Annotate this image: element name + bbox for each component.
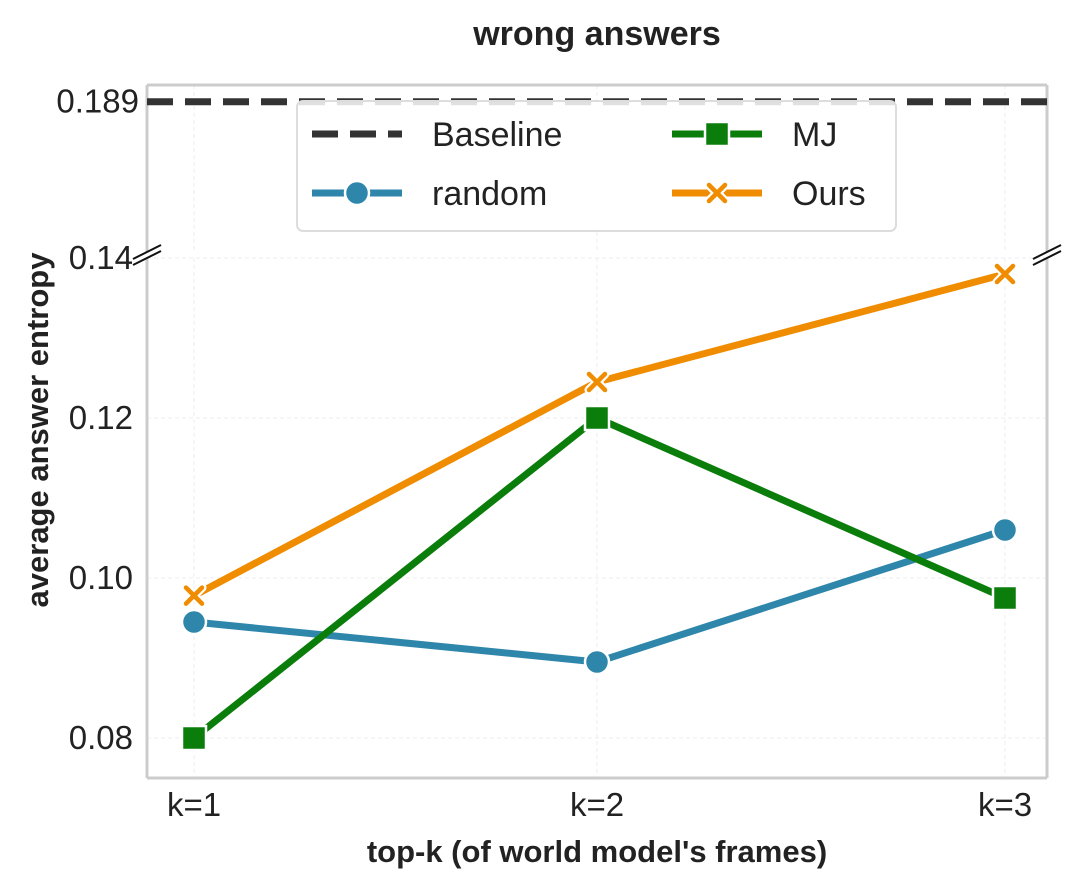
y-tick-label: 0.10 bbox=[69, 559, 133, 596]
marker-square bbox=[991, 584, 1019, 612]
legend-label: Baseline bbox=[432, 116, 562, 154]
marker-x bbox=[704, 180, 730, 206]
marker-x-stroke bbox=[706, 182, 728, 204]
legend-entry-baseline: Baseline bbox=[312, 116, 562, 154]
marker-x bbox=[584, 369, 610, 395]
y-tick-label: 0.08 bbox=[69, 719, 133, 756]
marker-x bbox=[992, 261, 1018, 287]
series bbox=[147, 98, 1047, 752]
x-tick-label: k=2 bbox=[570, 786, 624, 823]
legend-entry-ours: Ours bbox=[672, 175, 866, 213]
y-tick-label: 0.14 bbox=[69, 239, 133, 276]
marker-x bbox=[181, 583, 207, 609]
marker-circle bbox=[343, 179, 371, 207]
x-tick-label: k=1 bbox=[167, 786, 221, 823]
marker-square bbox=[180, 724, 208, 752]
legend-entry-random: random bbox=[312, 175, 547, 213]
axis-break-mark bbox=[1032, 250, 1062, 266]
axes-frame bbox=[132, 83, 1062, 780]
legend: Baseline MJ random Ours bbox=[296, 100, 897, 232]
marker-square bbox=[703, 120, 731, 148]
axis-break-mark bbox=[132, 250, 162, 266]
legend-label: MJ bbox=[792, 116, 837, 154]
axis-break-mark bbox=[1032, 244, 1062, 260]
legend-label: Ours bbox=[792, 175, 866, 213]
y-tick-label: 0.189 bbox=[56, 83, 139, 120]
marker-circle bbox=[991, 516, 1019, 544]
tick-labels: 0.189 0.08 0.10 0.12 0.14 k=1 k=2 k=3 bbox=[56, 83, 1032, 823]
x-axis-label: top-k (of world model's frames) bbox=[367, 834, 827, 869]
y-axis-label: average answer entropy bbox=[20, 252, 55, 608]
marker-circle bbox=[180, 608, 208, 636]
axis-break-mark bbox=[132, 244, 162, 260]
chart-title: wrong answers bbox=[472, 15, 721, 53]
series-ours bbox=[181, 261, 1018, 609]
marker-square bbox=[583, 404, 611, 432]
x-tick-label: k=3 bbox=[978, 786, 1032, 823]
y-tick-label: 0.12 bbox=[69, 399, 133, 436]
marker-x-stroke bbox=[586, 371, 608, 393]
marker-x-stroke bbox=[994, 263, 1016, 285]
marker-circle bbox=[583, 648, 611, 676]
legend-label: random bbox=[432, 175, 547, 213]
series-mj bbox=[180, 404, 1019, 752]
legend-entry-mj: MJ bbox=[672, 116, 837, 154]
marker-x-stroke bbox=[183, 585, 205, 606]
